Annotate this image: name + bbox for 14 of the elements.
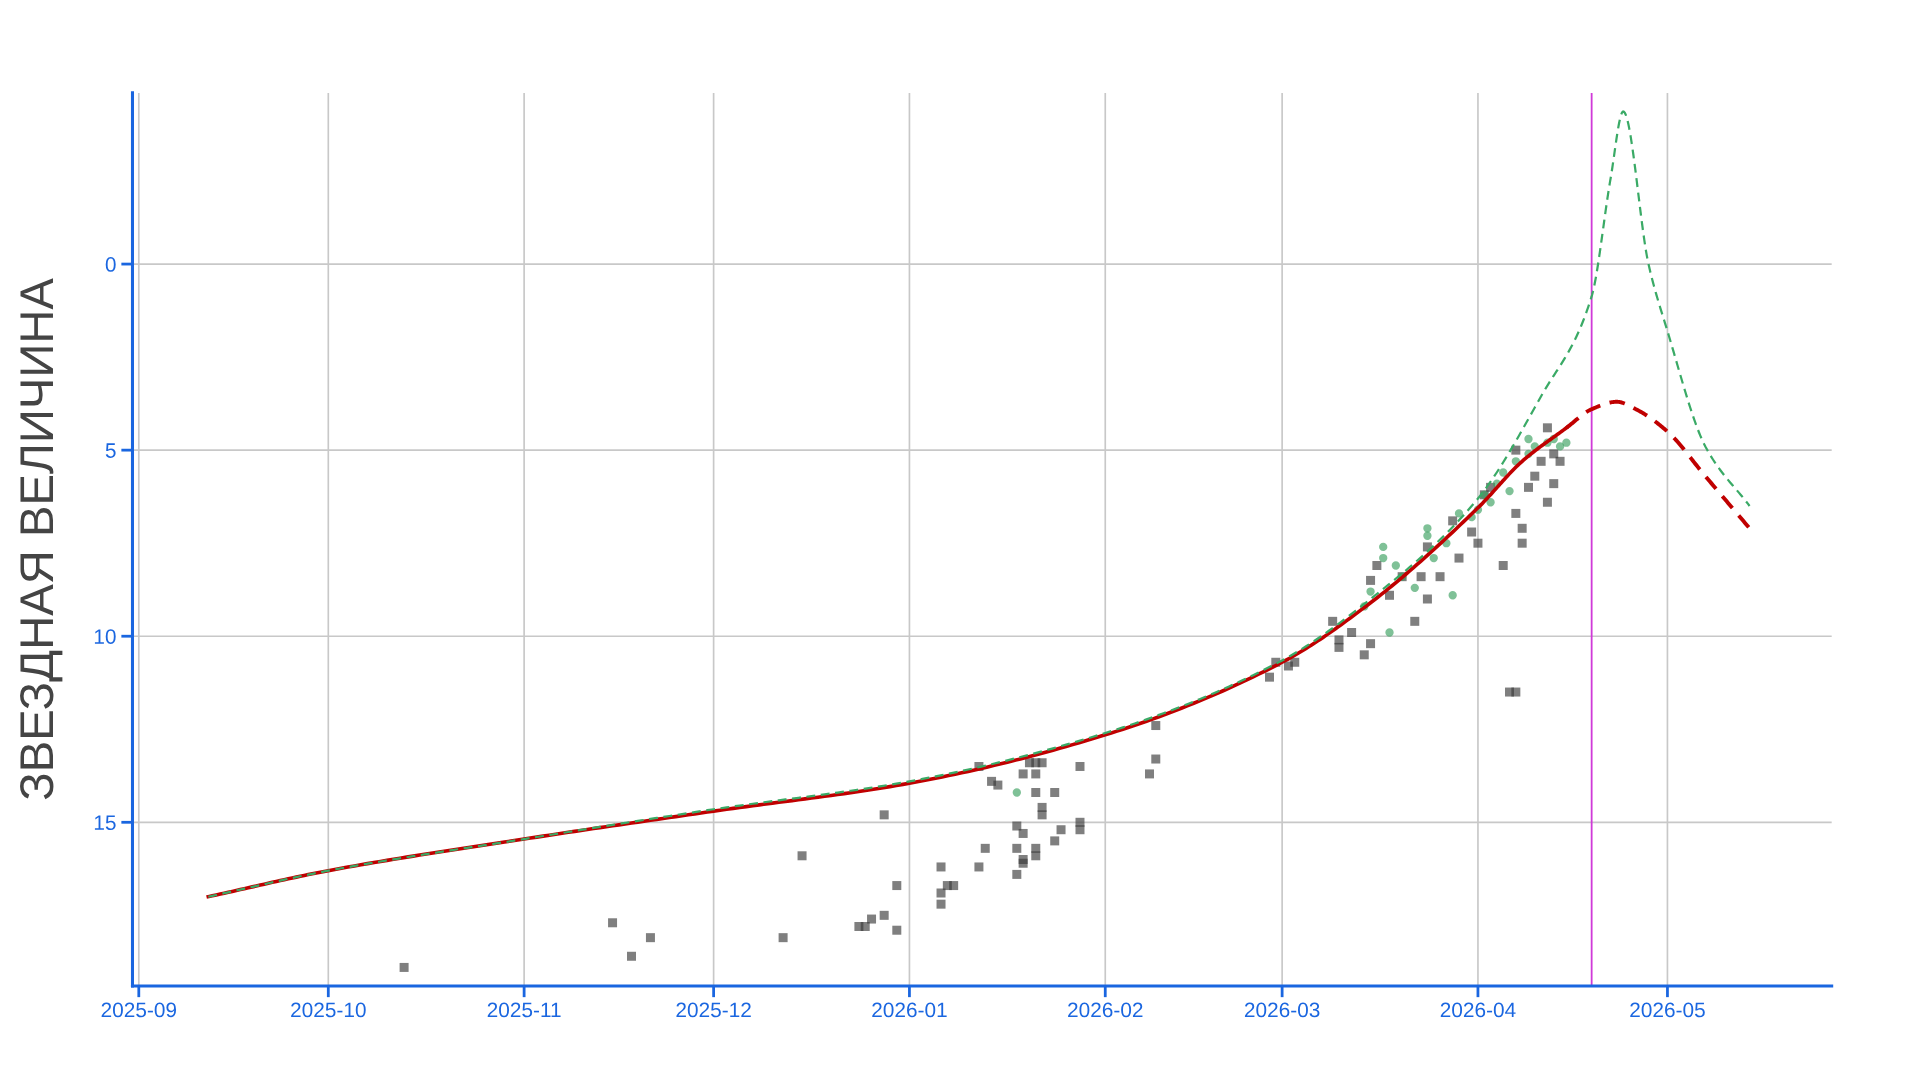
x-tick-label: 2025-11 bbox=[487, 1002, 561, 1018]
x-tick-label: 2025-10 bbox=[291, 1002, 366, 1018]
x-tick-label: 2026-01 bbox=[872, 1002, 947, 1018]
x-tick-label: 2026-03 bbox=[1244, 1002, 1320, 1018]
y-tick-label: 5 bbox=[105, 443, 116, 458]
x-tick-label: 2025-12 bbox=[676, 1002, 751, 1018]
y-tick-label: 15 bbox=[94, 815, 116, 831]
x-tick-label: 2026-04 bbox=[1440, 1002, 1516, 1018]
y-tick-label: 10 bbox=[94, 629, 116, 644]
y-tick-label: 0 bbox=[105, 257, 116, 272]
y-axis-title: ЗВЕЗДНАЯ ВЕЛИЧИНА bbox=[20, 278, 63, 800]
x-tick-label: 2026-05 bbox=[1630, 1002, 1705, 1018]
x-tick-label: 2025-09 bbox=[101, 1002, 177, 1018]
x-tick-label: 2026-02 bbox=[1068, 1002, 1143, 1018]
